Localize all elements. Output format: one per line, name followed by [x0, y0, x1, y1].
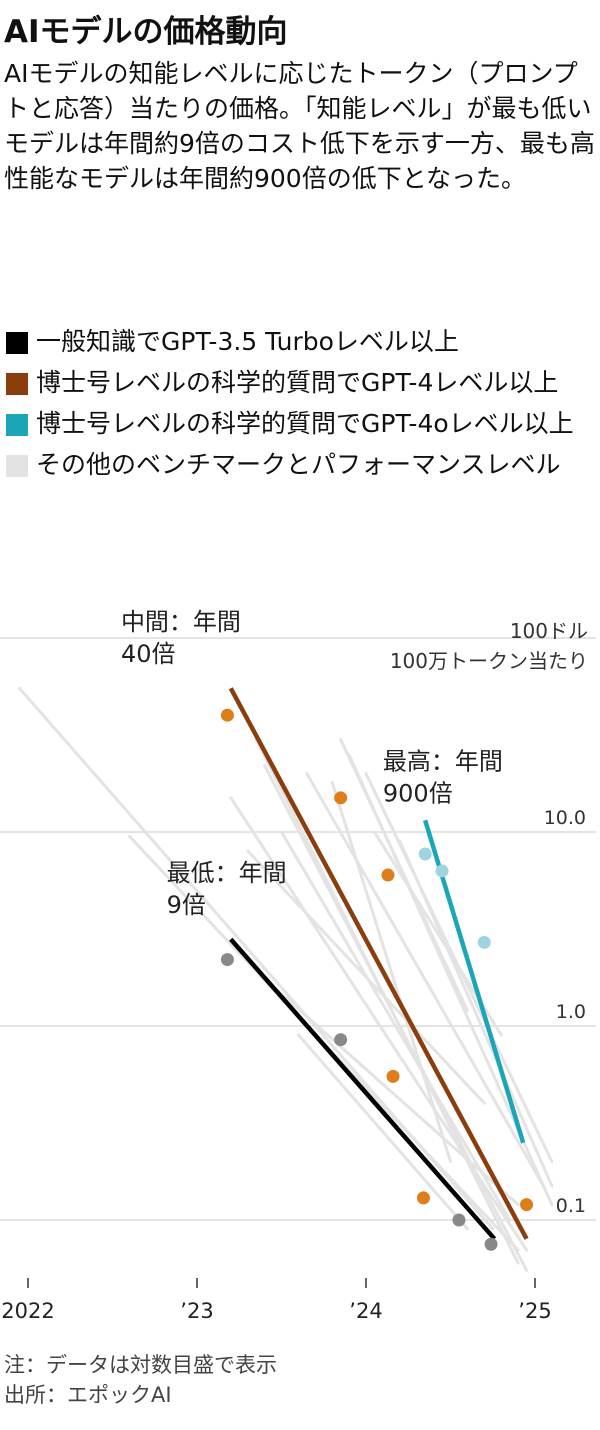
data-point [334, 1033, 348, 1047]
annotation-label: 中間：年間 [121, 608, 241, 636]
legend-item-other: その他のベンチマークとパフォーマンスレベル [4, 449, 596, 480]
annotation-label: 最高：年間 [383, 747, 503, 775]
footnotes: 注：データは対数目盛で表示 出所：エポックAI [4, 1350, 277, 1410]
other-trend-line [305, 772, 545, 1188]
x-tick-label: ’25 [518, 1299, 551, 1323]
y-tick-label: 1.0 [556, 1001, 586, 1023]
x-tick-label: 2022 [1, 1299, 54, 1323]
legend-swatch [6, 455, 28, 477]
y-tick-label: 10.0 [544, 807, 586, 829]
y-unit-label: 100ドル [510, 619, 588, 643]
data-point [334, 791, 348, 805]
data-point [477, 935, 491, 949]
other-trend-line [263, 764, 529, 1272]
legend: 一般知識でGPT-3.5 Turboレベル以上 博士号レベルの科学的質問でGPT… [4, 326, 596, 490]
data-point [418, 847, 432, 861]
legend-swatch [6, 332, 28, 354]
gridlines [0, 637, 596, 1288]
legend-label: 博士号レベルの科学的質問でGPT-4oレベル以上 [36, 409, 574, 438]
data-point [220, 708, 234, 722]
y-tick-label: 0.1 [556, 1195, 586, 1217]
data-point [416, 1191, 430, 1205]
data-point [484, 1237, 498, 1251]
data-point [435, 864, 449, 878]
data-point [386, 1069, 400, 1083]
legend-item-gpt4o: 博士号レベルの科学的質問でGPT-4oレベル以上 [4, 408, 596, 439]
data-point [381, 868, 395, 882]
legend-item-gpt4: 博士号レベルの科学的質問でGPT-4レベル以上 [4, 367, 596, 398]
price-trend-chart: 0.1 1.0 10.0 100ドル 100万トークン当たり 2022 ’23 ’24 ’25 中… [0, 608, 596, 1323]
source-note: 出所：エポックAI [4, 1383, 172, 1407]
data-points [220, 708, 534, 1251]
scale-note: 注：データは対数目盛で表示 [4, 1353, 277, 1377]
annotation-label: 40倍 [121, 640, 176, 668]
annotation-label: 900倍 [383, 779, 453, 807]
other-trend-line [398, 839, 554, 1188]
other-trend-line [280, 830, 512, 1222]
other-benchmark-lines [18, 686, 554, 1272]
x-tick-label: ’23 [180, 1299, 213, 1323]
legend-label: その他のベンチマークとパフォーマンスレベル [36, 450, 561, 479]
chart-subtitle: AIモデルの知能レベルに応じたトークン（プロンプトと応答）当たりの価格。「知能レ… [4, 59, 595, 193]
legend-swatch [6, 373, 28, 395]
other-trend-line [296, 1033, 469, 1231]
legend-swatch [6, 414, 28, 436]
legend-label: 一般知識でGPT-3.5 Turboレベル以上 [36, 327, 459, 356]
data-point [452, 1213, 466, 1227]
annotation-label: 9倍 [167, 891, 206, 919]
chart-title: AIモデルの価格動向 [4, 14, 288, 50]
other-trend-line [330, 780, 452, 1164]
other-trend-line [246, 849, 486, 1105]
legend-label: 博士号レベルの科学的質問でGPT-4レベル以上 [36, 368, 559, 397]
other-trend-line [271, 984, 520, 1207]
legend-item-gpt35: 一般知識でGPT-3.5 Turboレベル以上 [4, 326, 596, 357]
chart-labels: 0.1 1.0 10.0 100ドル 100万トークン当たり 2022 ’23 ’24 ’25 中… [1, 608, 588, 1323]
other-trend-line [229, 796, 529, 1252]
y-unit-label: 100万トークン当たり [390, 649, 588, 673]
data-point [220, 953, 234, 967]
x-tick-label: ’24 [349, 1299, 382, 1323]
trend-line [229, 937, 497, 1241]
trend-line [228, 687, 529, 1240]
data-point [520, 1198, 534, 1212]
annotation-label: 最低：年間 [167, 859, 287, 887]
